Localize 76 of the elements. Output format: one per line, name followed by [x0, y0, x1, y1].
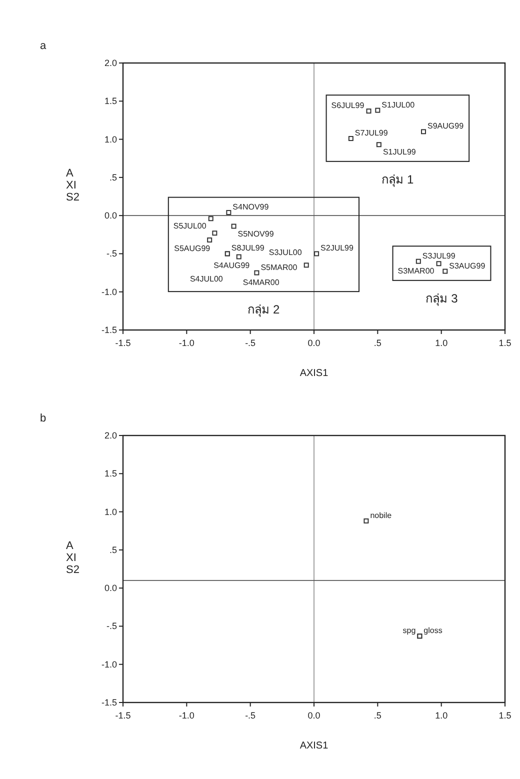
- y-tick-label: -1.0: [101, 286, 117, 297]
- y-tick-label: -1.5: [101, 325, 117, 335]
- y-tick-label: -.5: [106, 248, 117, 259]
- point: [212, 230, 218, 236]
- annotation: nobile: [370, 510, 392, 520]
- annotation: S3JUL99: [422, 251, 456, 260]
- chart-title: b: [40, 412, 46, 424]
- y-axis-title: A XI S2: [66, 168, 80, 204]
- annotation: กลุ่ม 1: [382, 172, 414, 188]
- x-tick-label: 0.0: [308, 338, 320, 348]
- point: [376, 142, 382, 148]
- y-tick-label: 1.5: [104, 96, 117, 106]
- point: [304, 262, 309, 268]
- x-axis-title: AXIS1: [300, 740, 329, 752]
- annotation: S3JUL00: [268, 248, 302, 258]
- x-tick-label: 0.0: [308, 710, 320, 720]
- annotation: S4MAR00: [242, 278, 280, 287]
- x-tick-label: .5: [374, 338, 382, 348]
- y-tick-label: .5: [109, 544, 117, 555]
- annotation: S3MAR00: [398, 266, 435, 276]
- annotation: S5MAR00: [260, 262, 298, 272]
- annotation: S5NOV99: [238, 229, 274, 238]
- y-tick-label: .5: [109, 172, 117, 182]
- point: [208, 216, 214, 222]
- point: [442, 268, 448, 274]
- y-axis-title: A XI S2: [66, 540, 80, 576]
- point: [366, 108, 372, 114]
- annotation: S4JUL00: [190, 274, 224, 284]
- y-tick-label: -1.0: [101, 659, 117, 670]
- annotation: S4AUG99: [214, 260, 250, 270]
- point: [421, 129, 426, 134]
- x-tick-label: 1.0: [435, 338, 448, 348]
- point: [348, 136, 354, 142]
- point: [416, 258, 421, 264]
- annotation: S2JUL99: [320, 244, 354, 253]
- y-tick-label: 1.0: [104, 134, 117, 144]
- x-tick-label: 1.5: [498, 710, 512, 720]
- annotation: S1JUL00: [382, 100, 416, 110]
- annotation: S9AUG99: [428, 122, 464, 131]
- annotation: S8JUL99: [231, 244, 265, 253]
- y-tick-label: 2.0: [104, 58, 117, 68]
- x-tick-label: .5: [374, 710, 382, 720]
- x-tick-label: -1.0: [178, 338, 194, 348]
- point: [314, 251, 320, 256]
- x-tick-label: -1.0: [178, 710, 194, 720]
- x-tick-label: 1.0: [435, 710, 448, 720]
- point: [231, 224, 236, 229]
- y-tick-label: 1.5: [104, 468, 117, 479]
- annotation: gloss: [424, 626, 442, 636]
- y-tick-label: -1.5: [101, 698, 117, 708]
- point: [226, 210, 232, 216]
- annotation: S1JUL99: [382, 148, 416, 157]
- annotation: S5JUL00: [173, 222, 207, 231]
- annotation: กลุ่ม 2: [248, 302, 280, 318]
- point: [254, 270, 260, 276]
- y-tick-label: 2.0: [104, 430, 117, 440]
- point: [236, 254, 242, 260]
- y-tick-label: 1.0: [104, 506, 117, 517]
- x-axis-title: AXIS1: [300, 368, 329, 379]
- annotation: S7JUL99: [354, 128, 388, 138]
- x-tick-label: -.5: [245, 338, 256, 348]
- y-tick-label: 0.0: [104, 210, 117, 221]
- annotation: S3AUG99: [449, 261, 486, 270]
- x-tick-label: -.5: [245, 710, 256, 720]
- x-tick-label: 1.5: [498, 338, 512, 348]
- point: [375, 108, 380, 113]
- annotation: spg: [402, 626, 416, 636]
- annotation: S6JUL99: [331, 101, 365, 110]
- chart-title: a: [40, 40, 47, 52]
- annotation: S4NOV99: [232, 202, 270, 212]
- y-tick-label: 0.0: [104, 583, 117, 594]
- point: [207, 237, 212, 242]
- point: [436, 261, 442, 266]
- annotation: S5AUG99: [174, 244, 211, 254]
- annotation: กลุ่ม 3: [426, 291, 458, 306]
- y-tick-label: -.5: [106, 621, 117, 632]
